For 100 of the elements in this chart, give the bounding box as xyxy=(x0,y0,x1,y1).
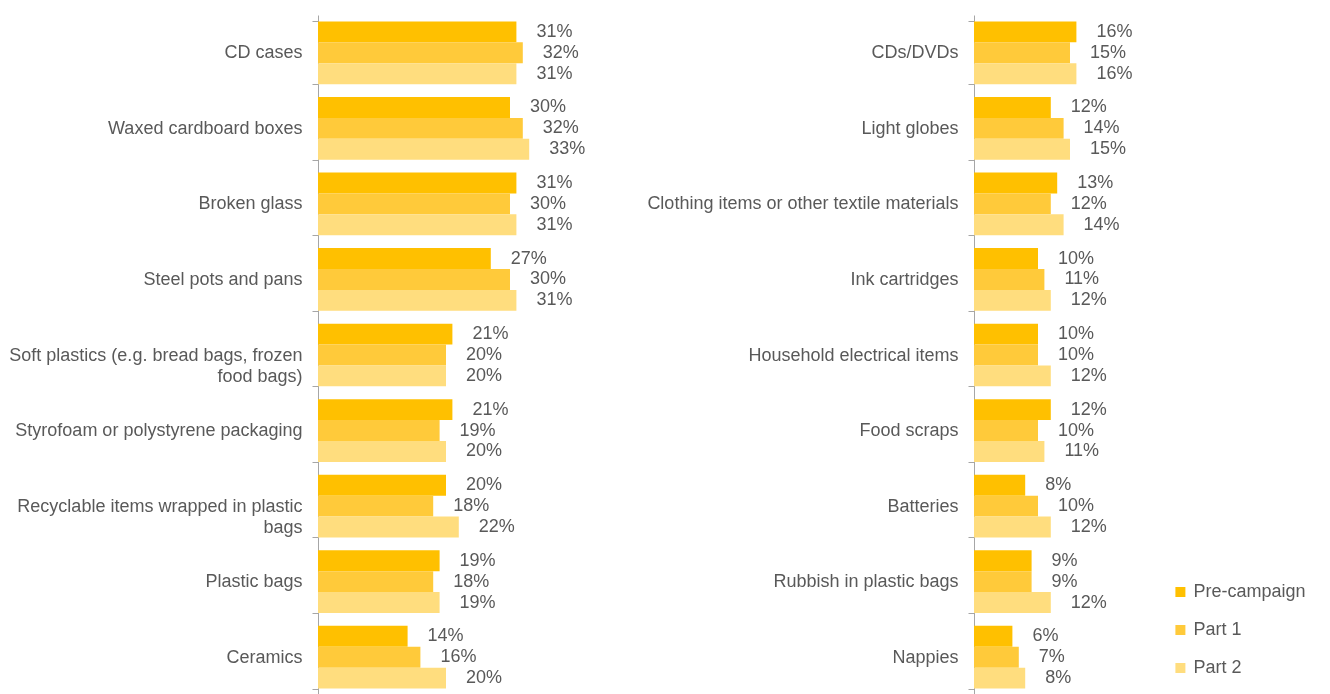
y-tick-label: Ceramics xyxy=(226,646,303,667)
data-label: 15% xyxy=(1090,41,1127,62)
bar xyxy=(318,571,434,593)
data-label: 7% xyxy=(1038,646,1065,667)
y-tick-label: Waxed cardboard boxes xyxy=(108,117,303,138)
data-label: 11% xyxy=(1064,440,1100,461)
data-label: 12% xyxy=(1070,591,1107,612)
data-label: 12% xyxy=(1070,364,1107,385)
bar xyxy=(318,625,408,647)
data-label: 12% xyxy=(1070,516,1107,537)
bar xyxy=(974,571,1032,593)
data-label: 8% xyxy=(1045,667,1072,688)
y-tick-label: Plastic bags xyxy=(205,571,303,592)
bar xyxy=(318,21,517,43)
data-label: 33% xyxy=(549,138,586,159)
data-label: 31% xyxy=(536,289,573,310)
data-label: 10% xyxy=(1058,323,1095,344)
bar xyxy=(318,268,510,290)
bar xyxy=(974,21,1077,43)
bar xyxy=(318,193,510,215)
bar xyxy=(318,289,517,311)
bar xyxy=(318,323,453,345)
bar xyxy=(974,516,1051,538)
bar xyxy=(318,420,440,442)
data-label: 21% xyxy=(472,323,509,344)
bar xyxy=(318,42,523,64)
bar xyxy=(974,399,1051,421)
data-label: 20% xyxy=(466,364,503,385)
y-tick-label: CD cases xyxy=(224,42,303,63)
data-label: 18% xyxy=(453,570,490,591)
bar xyxy=(318,63,517,85)
data-label: 21% xyxy=(472,398,509,419)
data-label: 16% xyxy=(440,646,477,667)
bar xyxy=(974,63,1077,85)
data-label: 16% xyxy=(1096,20,1133,41)
data-label: 32% xyxy=(542,117,579,138)
bar xyxy=(318,96,510,118)
data-label: 9% xyxy=(1051,549,1078,570)
data-label: 19% xyxy=(459,419,496,440)
data-label: 10% xyxy=(1058,495,1095,516)
data-label: 20% xyxy=(466,344,503,364)
bar xyxy=(974,193,1051,215)
bar xyxy=(974,667,1026,689)
bar xyxy=(974,42,1070,64)
bar xyxy=(974,323,1038,345)
y-tick-label: Styrofoam or polystyrene packaging xyxy=(15,420,303,441)
y-tick-label: Light globes xyxy=(861,117,959,138)
bar xyxy=(318,592,440,614)
bar xyxy=(974,420,1038,442)
bar xyxy=(974,495,1038,517)
bar xyxy=(974,117,1064,139)
bar xyxy=(974,289,1051,311)
data-label: 30% xyxy=(530,96,567,117)
data-label: 18% xyxy=(453,495,490,516)
legend-label: Part 2 xyxy=(1193,657,1242,677)
bar xyxy=(974,96,1051,118)
bar xyxy=(318,441,446,462)
data-label: 12% xyxy=(1070,398,1107,419)
bar xyxy=(974,441,1045,462)
bar xyxy=(318,495,434,517)
data-label: 20% xyxy=(466,474,503,495)
bar xyxy=(974,592,1051,614)
data-label: 20% xyxy=(466,440,503,461)
data-label: 30% xyxy=(530,268,567,289)
bar xyxy=(318,550,440,572)
data-label: 27% xyxy=(510,247,547,268)
y-tick-label: Steel pots and pans xyxy=(143,268,303,289)
legend-label: Part 1 xyxy=(1193,619,1242,639)
y-tick-label: Clothing items or other textile materials xyxy=(647,193,959,214)
bar xyxy=(318,667,446,689)
y-tick-label: Nappies xyxy=(892,646,959,667)
data-label: 12% xyxy=(1070,96,1107,117)
data-label: 31% xyxy=(536,171,573,192)
bar xyxy=(318,172,517,194)
legend-label: Pre-campaign xyxy=(1193,581,1306,601)
data-label: 14% xyxy=(1083,213,1120,234)
data-label: 14% xyxy=(1083,117,1120,138)
data-label: 30% xyxy=(530,192,567,213)
data-label: 12% xyxy=(1070,192,1107,213)
bar xyxy=(318,646,421,668)
data-label: 15% xyxy=(1090,138,1127,159)
data-label: 9% xyxy=(1051,570,1078,591)
y-tick-label: Food scraps xyxy=(859,420,959,441)
bar xyxy=(974,625,1013,647)
bar xyxy=(974,344,1038,366)
bar xyxy=(318,365,446,387)
y-tick-label: Batteries xyxy=(887,495,959,516)
data-label: 19% xyxy=(459,591,496,612)
bar xyxy=(974,550,1032,572)
data-label: 11% xyxy=(1064,268,1100,289)
y-tick-label: Recyclable items wrapped in plastic bags xyxy=(17,495,303,537)
data-label: 20% xyxy=(466,667,503,688)
data-label: 13% xyxy=(1077,171,1114,192)
data-label: 10% xyxy=(1058,247,1095,268)
data-label: 19% xyxy=(459,549,496,570)
bar xyxy=(318,214,517,236)
bar xyxy=(974,214,1064,236)
data-label: 22% xyxy=(478,516,515,537)
y-tick-label: Soft plastics (e.g. bread bags, frozen food bags) xyxy=(9,344,303,386)
y-tick-label: Ink cartridges xyxy=(850,268,959,289)
